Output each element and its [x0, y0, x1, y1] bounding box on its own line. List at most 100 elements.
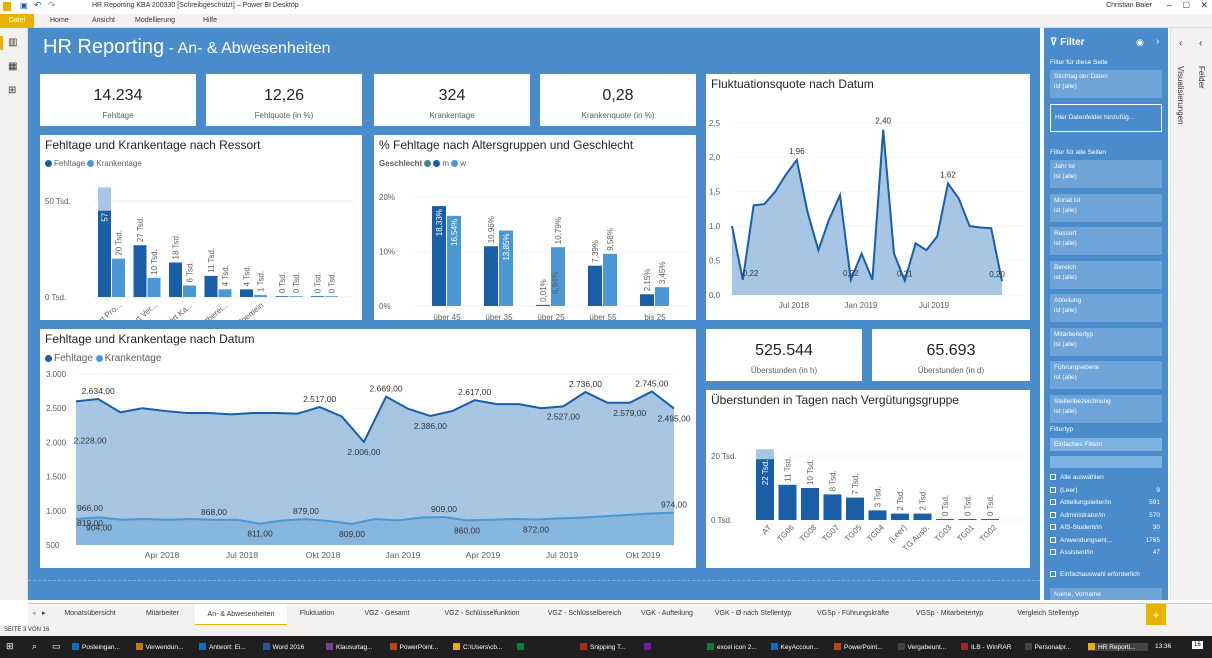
page-tab[interactable]: VGSp - Mitarbeitertyp: [902, 610, 997, 617]
fields-pane-tab[interactable]: Felder: [1197, 66, 1206, 89]
single-select-toggle[interactable]: Einfachauswahl erforderlich: [1050, 571, 1140, 578]
page-tab[interactable]: VGZ - Gesamt: [347, 610, 427, 617]
checkbox[interactable]: [1050, 499, 1056, 505]
filter-card-stichtag[interactable]: Stichtag der Daten ist (alle): [1050, 70, 1162, 98]
chart-ressort[interactable]: Fehltage und Krankentage nach Ressort Fe…: [40, 135, 362, 320]
kpi-card-fehlquote[interactable]: 12,26 Fehlquote (in %): [206, 74, 362, 126]
next-page-icon[interactable]: ▸: [42, 610, 46, 617]
collapse-fields-icon[interactable]: ‹: [1199, 38, 1203, 49]
taskbar-app[interactable]: HR Reporti...: [1088, 643, 1148, 651]
taskbar-app[interactable]: Snipping T...: [580, 643, 640, 651]
page-tab-label: Monatsübersicht: [64, 610, 116, 617]
checkbox[interactable]: [1050, 486, 1056, 493]
taskbar-app[interactable]: PowerPoint...: [389, 643, 450, 651]
task-view-icon[interactable]: ▭: [52, 641, 61, 651]
filter-option[interactable]: AIS-Student/in 30: [1050, 524, 1160, 531]
filter-option[interactable]: (Leer) 9: [1050, 486, 1160, 494]
checkbox[interactable]: [1050, 549, 1056, 555]
page-tab[interactable]: VGSp - Führungskräfte: [804, 610, 902, 617]
search-icon[interactable]: ⌕: [32, 641, 38, 651]
data-view-icon[interactable]: ▦: [8, 61, 18, 72]
taskbar-app[interactable]: Antwort: Ei...: [199, 643, 259, 651]
filter-card-7[interactable]: Führungsebene ist (alle): [1050, 361, 1162, 389]
taskbar-app[interactable]: excel icon 2...: [707, 643, 767, 651]
taskbar-app[interactable]: Vergabeunt...: [897, 643, 958, 651]
data-label: 909,00: [431, 504, 457, 514]
filter-search-input[interactable]: [1050, 456, 1162, 468]
tab-home[interactable]: Home: [50, 17, 69, 24]
collapse-icon[interactable]: ›: [1156, 36, 1160, 47]
eye-icon[interactable]: ◉: [1136, 37, 1144, 47]
page-tab[interactable]: VGK - Aufteilung: [632, 610, 702, 617]
filter-option[interactable]: Assistent/in 47: [1050, 549, 1160, 556]
filter-card-4[interactable]: Bereich ist (alle): [1050, 260, 1162, 289]
filter-option[interactable]: Administrator/in 570: [1050, 511, 1160, 519]
page-tab[interactable]: Vergleich Stellentyp: [997, 610, 1099, 617]
chart-altersgruppen[interactable]: % Fehltage nach Altersgruppen und Geschl…: [374, 135, 696, 320]
tab-modellierung[interactable]: Modellierung: [135, 17, 176, 24]
filter-option[interactable]: Alle auswählen: [1050, 474, 1160, 481]
close-icon[interactable]: ✕: [1200, 0, 1208, 10]
collapse-vis-icon[interactable]: ‹: [1179, 38, 1183, 49]
chart-fluktuation[interactable]: Fluktuationsquote nach Datum 2,5 2,0 1,5 1,…: [706, 74, 1030, 320]
page-tab[interactable]: Monatsübersicht: [50, 610, 130, 617]
chart-verguetung[interactable]: Überstunden in Tagen nach Vergütungsgrup…: [706, 390, 1030, 568]
checkbox[interactable]: [1050, 511, 1056, 518]
model-view-icon[interactable]: ⊞: [8, 85, 17, 96]
taskbar-app[interactable]: C:\Users\cb...: [453, 643, 513, 651]
visualizations-pane-tab[interactable]: Visualisierungen: [1176, 66, 1185, 125]
taskbar-app[interactable]: Personalpr...: [1024, 643, 1085, 651]
filter-option[interactable]: Anwendungsent... 1765: [1050, 536, 1160, 544]
page-tab[interactable]: An- & Abwesenheiten: [195, 604, 287, 626]
page-tab[interactable]: VGZ - Schlüsselfunktion: [427, 610, 537, 617]
checkbox[interactable]: [1050, 474, 1056, 480]
taskbar-app[interactable]: PowerPoint...: [834, 643, 894, 651]
filter-card-6[interactable]: Mitarbeitertyp ist (alle): [1050, 327, 1162, 356]
taskbar-app[interactable]: Klausurtag...: [326, 643, 386, 651]
filter-option[interactable]: Abteilungsleiter/in 591: [1050, 499, 1160, 506]
windows-start-icon[interactable]: ⊞: [6, 641, 14, 651]
tab-ansicht[interactable]: Ansicht: [92, 17, 115, 24]
filter-card-1[interactable]: Jahr ist ist (alle): [1050, 160, 1162, 188]
filter-card-5[interactable]: Abteilung ist (alle): [1050, 294, 1162, 322]
redo-icon[interactable]: ↷: [48, 0, 56, 10]
page-tab[interactable]: VGK - Ø nach Stellentyp: [702, 610, 804, 617]
file-tab[interactable]: Datei: [0, 14, 34, 28]
page-tab[interactable]: Mitarbeiter: [130, 610, 195, 617]
page-tab[interactable]: VGZ - Schlüsselbereich: [537, 610, 632, 617]
maximize-icon[interactable]: ▢: [1182, 0, 1190, 9]
report-view-icon[interactable]: ▥: [8, 37, 18, 48]
taskbar-app[interactable]: Verwendun...: [135, 643, 196, 651]
clock[interactable]: 13:36: [1155, 643, 1172, 650]
kpi-card-fehltage[interactable]: 14.234 Fehltage: [40, 74, 196, 126]
checkbox[interactable]: [1050, 571, 1056, 577]
prev-page-icon[interactable]: ◂: [32, 610, 36, 617]
filter-card-2[interactable]: Monat ist ist (alle): [1050, 193, 1162, 222]
filter-card-3[interactable]: Ressort ist (alle): [1050, 227, 1162, 255]
checkbox[interactable]: [1050, 536, 1056, 543]
tab-hilfe[interactable]: Hilfe: [203, 17, 218, 24]
taskbar-app[interactable]: KeyAccoun...: [770, 643, 831, 651]
taskbar-app[interactable]: [516, 643, 577, 651]
kpi-card-krankentage[interactable]: 324 Krankentage: [374, 74, 530, 126]
add-data-field-well[interactable]: Hier Datenfelder hinzufüg...: [1050, 104, 1162, 132]
undo-icon[interactable]: ↶: [34, 0, 42, 10]
save-icon[interactable]: ▣: [20, 1, 28, 10]
taskbar-app[interactable]: [643, 643, 704, 651]
kpi-card-ueberstunden-d[interactable]: 65.693 Überstunden (in d): [872, 329, 1030, 381]
notification-badge[interactable]: 16: [1192, 641, 1203, 649]
add-page-button[interactable]: +: [1146, 604, 1166, 626]
user-name[interactable]: Christian Baier: [1106, 2, 1152, 9]
chart-datum[interactable]: Fehltage und Krankentage nach Datum Fehl…: [40, 329, 696, 568]
kpi-card-ueberstunden-h[interactable]: 525.544 Überstunden (in h): [706, 329, 862, 381]
filter-card-name[interactable]: Name, Vorname: [1050, 588, 1162, 600]
filter-card-8[interactable]: Stellenbezeichnung ist (alle): [1050, 394, 1162, 423]
filter-mode-select[interactable]: Einfaches Filtern: [1050, 438, 1162, 451]
taskbar-app[interactable]: Posteingan...: [72, 643, 132, 651]
minimize-icon[interactable]: –: [1166, 0, 1172, 10]
taskbar-app[interactable]: ILB - WinRAR: [961, 643, 1021, 651]
page-tab[interactable]: Fluktuation: [287, 610, 347, 617]
taskbar-app[interactable]: Word 2016: [262, 643, 323, 651]
kpi-card-krankenquote[interactable]: 0,28 Krankenquote (in %): [540, 74, 696, 126]
checkbox[interactable]: [1050, 524, 1056, 530]
